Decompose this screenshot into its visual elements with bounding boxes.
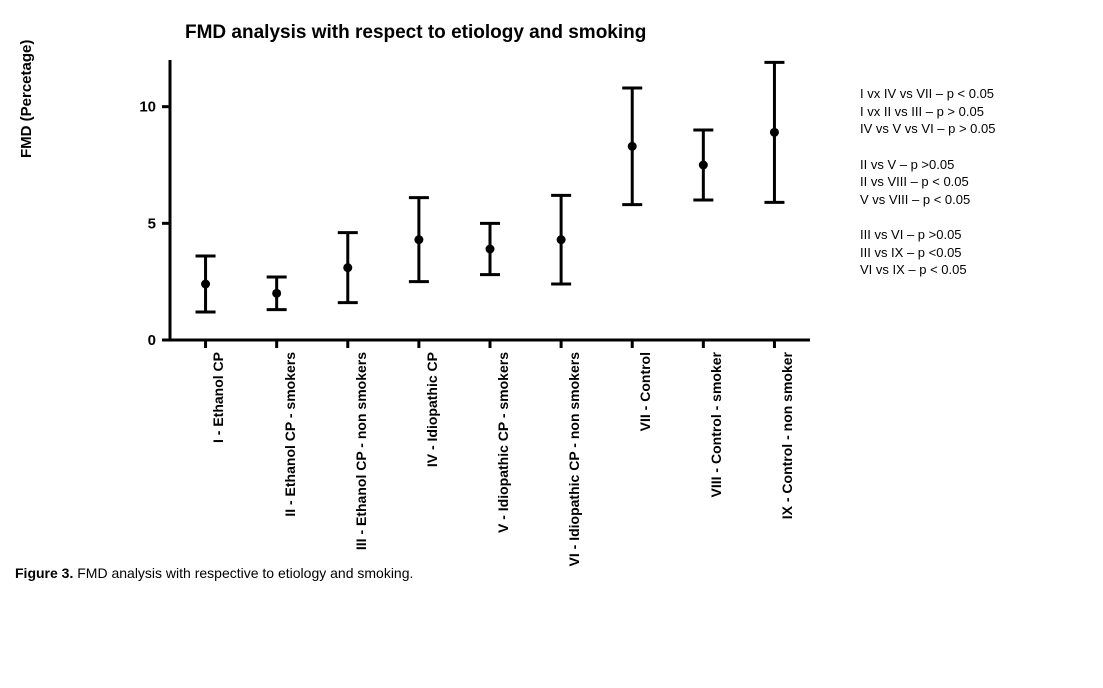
y-axis-label: FMD (Percetage) <box>18 40 35 158</box>
caption-text: FMD analysis with respective to etiology… <box>73 565 413 581</box>
stats-line: III vs VI – p >0.05 <box>860 226 1090 244</box>
stats-line: II vs V – p >0.05 <box>860 156 1090 174</box>
stats-line: I vx IV vs VII – p < 0.05 <box>860 85 1090 103</box>
stats-group: I vx IV vs VII – p < 0.05I vx II vs III … <box>860 85 1090 138</box>
stats-panel: I vx IV vs VII – p < 0.05I vx II vs III … <box>860 85 1090 297</box>
page-root: FMD analysis with respect to etiology an… <box>0 0 1103 688</box>
figure-caption: Figure 3. FMD analysis with respective t… <box>15 565 413 581</box>
stats-group: III vs VI – p >0.05III vs IX – p <0.05VI… <box>860 226 1090 279</box>
svg-text:10: 10 <box>139 99 156 116</box>
stats-line: IV vs V vs VI – p > 0.05 <box>860 120 1090 138</box>
stats-line: V vs VIII – p < 0.05 <box>860 191 1090 209</box>
svg-text:0: 0 <box>148 332 156 349</box>
stats-line: III vs IX – p <0.05 <box>860 244 1090 262</box>
caption-label: Figure 3. <box>15 565 73 581</box>
stats-line: I vx II vs III – p > 0.05 <box>860 103 1090 121</box>
chart-title: FMD analysis with respect to etiology an… <box>185 22 646 44</box>
stats-group: II vs V – p >0.05II vs VIII – p < 0.05V … <box>860 156 1090 209</box>
svg-text:5: 5 <box>148 215 156 232</box>
stats-line: II vs VIII – p < 0.05 <box>860 173 1090 191</box>
stats-line: VI vs IX – p < 0.05 <box>860 261 1090 279</box>
chart-svg: 0 5 10 <box>95 60 830 350</box>
chart-area: 0 5 10 <box>95 60 830 610</box>
